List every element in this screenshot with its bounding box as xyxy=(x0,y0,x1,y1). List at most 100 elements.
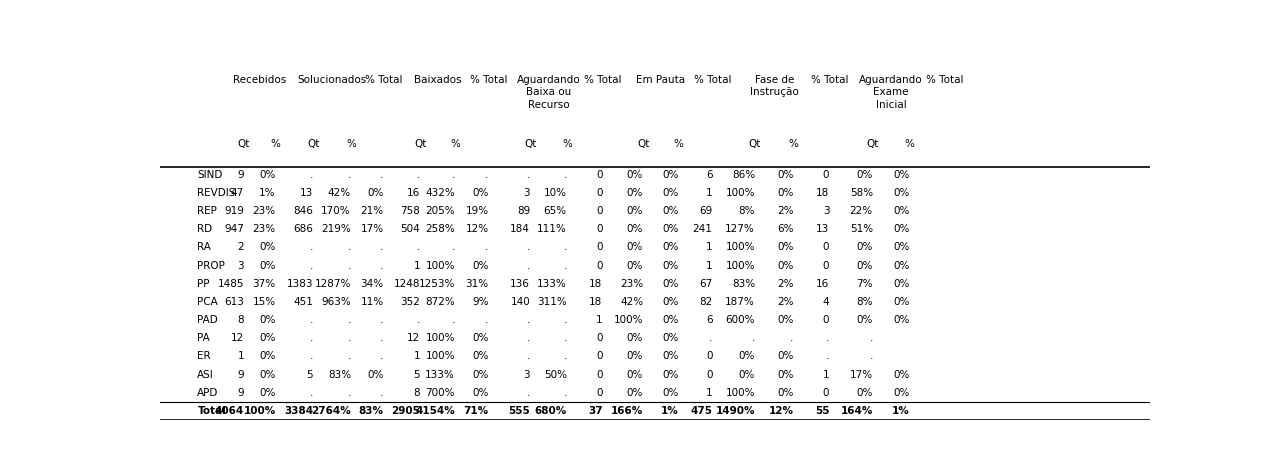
Text: 21%: 21% xyxy=(360,206,383,216)
Text: 42%: 42% xyxy=(327,188,351,198)
Text: 9: 9 xyxy=(238,370,244,379)
Text: 1490%: 1490% xyxy=(716,406,755,416)
Text: REVDIS: REVDIS xyxy=(197,188,235,198)
Text: 170%: 170% xyxy=(321,206,351,216)
Text: 0%: 0% xyxy=(662,206,679,216)
Text: 0: 0 xyxy=(823,315,829,325)
Text: .: . xyxy=(451,170,455,180)
Text: 0%: 0% xyxy=(626,370,643,379)
Text: 0: 0 xyxy=(596,388,602,398)
Text: 12: 12 xyxy=(406,333,420,343)
Text: .: . xyxy=(309,352,313,362)
Text: 100%: 100% xyxy=(726,188,755,198)
Text: 1253%: 1253% xyxy=(418,279,455,289)
Text: 0%: 0% xyxy=(367,188,383,198)
Text: 0%: 0% xyxy=(893,261,910,270)
Text: .: . xyxy=(486,243,488,253)
Text: 100%: 100% xyxy=(426,333,455,343)
Text: 13: 13 xyxy=(300,188,313,198)
Text: % Total: % Total xyxy=(584,75,621,85)
Text: 100%: 100% xyxy=(726,243,755,253)
Text: 0%: 0% xyxy=(777,388,794,398)
Text: 0%: 0% xyxy=(739,352,755,362)
Text: 111%: 111% xyxy=(537,224,567,234)
Text: .: . xyxy=(564,315,567,325)
Text: 3: 3 xyxy=(238,261,244,270)
Text: .: . xyxy=(869,352,873,362)
Text: 555: 555 xyxy=(509,406,530,416)
Text: 0%: 0% xyxy=(856,388,873,398)
Text: .: . xyxy=(309,333,313,343)
Text: %: % xyxy=(450,139,460,149)
Text: PROP: PROP xyxy=(197,261,225,270)
Text: 83%: 83% xyxy=(327,370,351,379)
Text: .: . xyxy=(451,243,455,253)
Text: 0%: 0% xyxy=(662,224,679,234)
Text: 0: 0 xyxy=(596,352,602,362)
Text: 0%: 0% xyxy=(662,170,679,180)
Text: .: . xyxy=(309,261,313,270)
Text: 0%: 0% xyxy=(472,188,488,198)
Text: .: . xyxy=(381,388,383,398)
Text: .: . xyxy=(348,352,351,362)
Text: 872%: 872% xyxy=(426,297,455,307)
Text: 9: 9 xyxy=(238,170,244,180)
Text: 0: 0 xyxy=(596,206,602,216)
Text: 4154%: 4154% xyxy=(415,406,455,416)
Text: 164%: 164% xyxy=(841,406,873,416)
Text: 432%: 432% xyxy=(426,188,455,198)
Text: .: . xyxy=(309,243,313,253)
Text: 1%: 1% xyxy=(661,406,679,416)
Text: .: . xyxy=(709,333,712,343)
Text: 1%: 1% xyxy=(892,406,910,416)
Text: 0%: 0% xyxy=(662,188,679,198)
Text: Qt: Qt xyxy=(414,139,427,149)
Text: 6: 6 xyxy=(705,170,712,180)
Text: SIND: SIND xyxy=(197,170,222,180)
Text: 0%: 0% xyxy=(626,352,643,362)
Text: 0%: 0% xyxy=(259,333,276,343)
Text: .: . xyxy=(381,243,383,253)
Text: 18: 18 xyxy=(817,188,829,198)
Text: 1: 1 xyxy=(705,261,712,270)
Text: 8: 8 xyxy=(238,315,244,325)
Text: 7%: 7% xyxy=(856,279,873,289)
Text: 0%: 0% xyxy=(662,388,679,398)
Text: 69: 69 xyxy=(699,206,712,216)
Text: PA: PA xyxy=(197,333,210,343)
Text: 0%: 0% xyxy=(893,170,910,180)
Text: 50%: 50% xyxy=(544,370,567,379)
Text: 0%: 0% xyxy=(662,333,679,343)
Text: 17%: 17% xyxy=(850,370,873,379)
Text: Solucionados: Solucionados xyxy=(298,75,367,85)
Text: .: . xyxy=(527,243,530,253)
Text: 65%: 65% xyxy=(543,206,567,216)
Text: 1383: 1383 xyxy=(286,279,313,289)
Text: REP: REP xyxy=(197,206,217,216)
Text: 8%: 8% xyxy=(739,206,755,216)
Text: 1: 1 xyxy=(414,352,420,362)
Text: 0: 0 xyxy=(823,170,829,180)
Text: % Total: % Total xyxy=(470,75,507,85)
Text: .: . xyxy=(381,315,383,325)
Text: 0%: 0% xyxy=(893,388,910,398)
Text: 0%: 0% xyxy=(259,388,276,398)
Text: 1: 1 xyxy=(823,370,829,379)
Text: .: . xyxy=(381,333,383,343)
Text: 23%: 23% xyxy=(620,279,643,289)
Text: 0%: 0% xyxy=(662,279,679,289)
Text: 89: 89 xyxy=(516,206,530,216)
Text: Qt: Qt xyxy=(524,139,537,149)
Text: 0%: 0% xyxy=(259,315,276,325)
Text: 0%: 0% xyxy=(367,370,383,379)
Text: 0%: 0% xyxy=(893,206,910,216)
Text: 1485: 1485 xyxy=(217,279,244,289)
Text: 600%: 600% xyxy=(726,315,755,325)
Text: 1: 1 xyxy=(705,188,712,198)
Text: 0%: 0% xyxy=(893,297,910,307)
Text: .: . xyxy=(381,261,383,270)
Text: 0%: 0% xyxy=(662,370,679,379)
Text: 0%: 0% xyxy=(662,261,679,270)
Text: 0%: 0% xyxy=(662,243,679,253)
Text: 100%: 100% xyxy=(426,352,455,362)
